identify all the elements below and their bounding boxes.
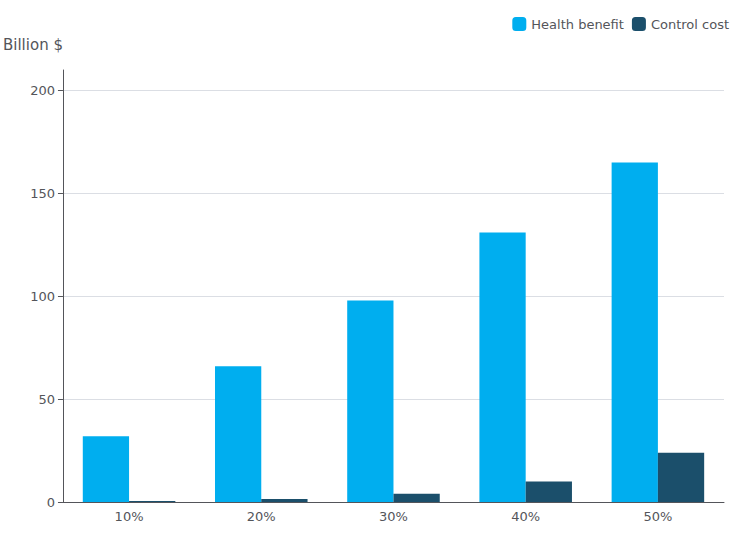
svg-text:Control cost: Control cost bbox=[651, 17, 729, 32]
svg-text:200: 200 bbox=[30, 83, 55, 98]
svg-text:20%: 20% bbox=[247, 509, 276, 524]
svg-text:10%: 10% bbox=[115, 509, 144, 524]
svg-text:30%: 30% bbox=[379, 509, 408, 524]
svg-text:50: 50 bbox=[38, 392, 55, 407]
svg-text:0: 0 bbox=[47, 495, 55, 510]
svg-text:Health benefit: Health benefit bbox=[531, 17, 624, 32]
svg-text:150: 150 bbox=[30, 186, 55, 201]
svg-text:50%: 50% bbox=[643, 509, 672, 524]
svg-text:Billion $: Billion $ bbox=[3, 36, 63, 54]
svg-text:100: 100 bbox=[30, 289, 55, 304]
svg-text:40%: 40% bbox=[511, 509, 540, 524]
